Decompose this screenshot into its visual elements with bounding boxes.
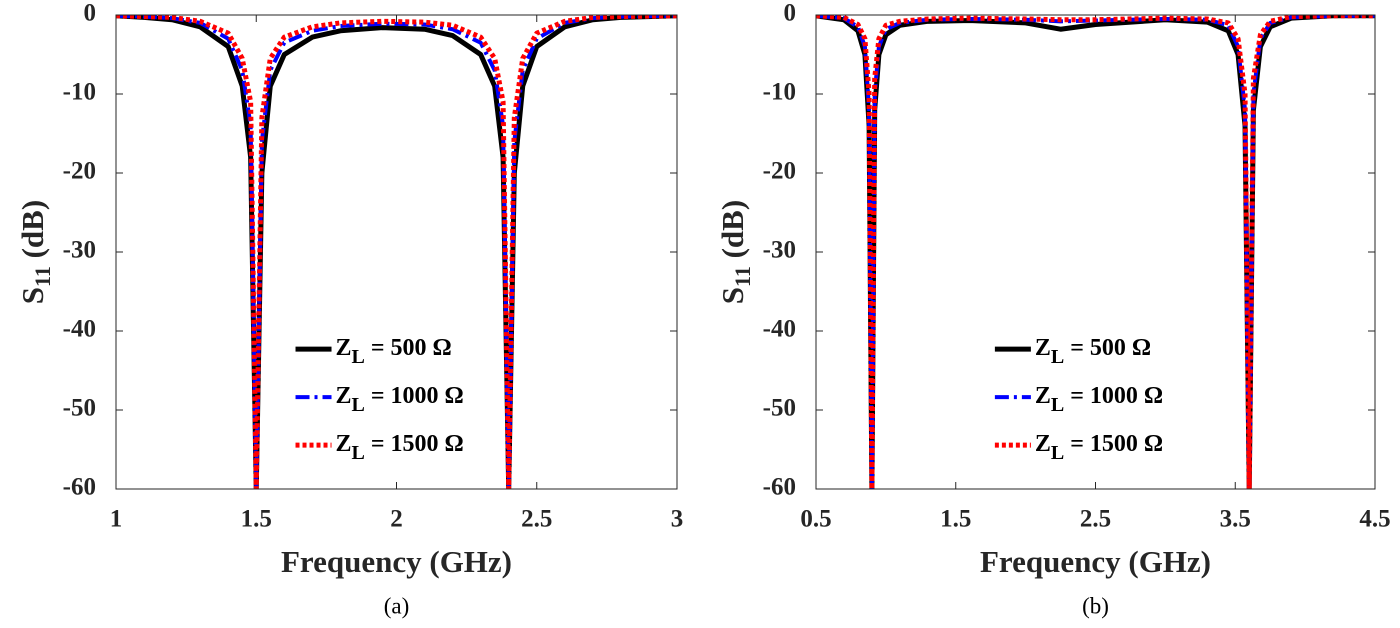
series-line — [116, 15, 677, 489]
y-tick-label: -30 — [63, 237, 96, 264]
y-tick-label: -20 — [63, 158, 96, 185]
x-tick-label: 1 — [110, 506, 123, 533]
y-tick-label: -10 — [63, 79, 96, 106]
y-tick-label: -30 — [763, 237, 796, 264]
x-tick-label: 2.5 — [1080, 506, 1111, 533]
axes-frame — [815, 14, 1376, 490]
plot-area — [816, 15, 1375, 489]
y-axis-label: S11 (dB) — [715, 200, 755, 304]
y-tick-label: -50 — [63, 395, 96, 422]
x-tick-label: 1.5 — [940, 506, 971, 533]
legend-label: ZL = 1500 Ω — [1035, 431, 1163, 464]
caption: (a) — [384, 593, 410, 618]
x-tick-label: 1.5 — [241, 506, 272, 533]
y-tick-label: -60 — [63, 474, 96, 501]
y-tick-label: -10 — [763, 79, 796, 106]
legend-label: ZL = 1000 Ω — [1035, 383, 1163, 416]
y-tick-label: -40 — [763, 316, 796, 343]
x-axis-label: Frequency (GHz) — [980, 544, 1211, 579]
x-axis-label: Frequency (GHz) — [281, 544, 512, 579]
plot-area — [116, 15, 677, 489]
y-tick-label: -20 — [763, 158, 796, 185]
x-tick-label: 2 — [390, 506, 403, 533]
x-tick-label: 4.5 — [1359, 506, 1390, 533]
y-axis-label: S11 (dB) — [15, 200, 55, 304]
x-tick-label: 3 — [671, 506, 684, 533]
axes-frame — [115, 14, 678, 490]
legend-label: ZL = 500 Ω — [336, 335, 452, 368]
y-tick-label: 0 — [784, 0, 797, 27]
x-tick-label: 2.5 — [521, 506, 552, 533]
y-tick-label: -60 — [763, 474, 796, 501]
y-tick-label: -50 — [763, 395, 796, 422]
legend-label: ZL = 500 Ω — [1035, 335, 1151, 368]
series-line — [116, 15, 677, 489]
caption: (b) — [1082, 593, 1109, 618]
y-tick-label: -40 — [63, 316, 96, 343]
series-line — [816, 15, 1375, 489]
legend-label: ZL = 1500 Ω — [336, 431, 464, 464]
y-tick-label: 0 — [84, 0, 97, 27]
x-tick-label: 3.5 — [1220, 506, 1251, 533]
x-tick-label: 0.5 — [800, 506, 831, 533]
legend-label: ZL = 1000 Ω — [336, 383, 464, 416]
